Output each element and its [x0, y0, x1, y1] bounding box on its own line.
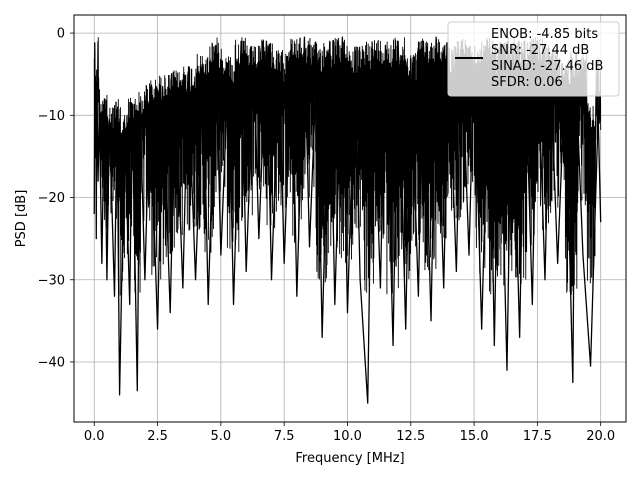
x-tick-label: 0.0 [84, 429, 105, 444]
x-axis-label: Frequency [MHz] [295, 451, 404, 466]
legend-line-sfdr: SFDR: 0.06 [491, 75, 563, 90]
axis-ticks: 0.0 2.5 5.0 7.5 10.0 12.5 15.0 17.5 20.0 0 −10 −20 −… [38, 27, 616, 444]
legend-line-snr: SNR: -27.44 dB [491, 43, 589, 58]
legend-line-sinad: SINAD: -27.46 dB [491, 59, 603, 74]
plot-frame [73, 14, 627, 423]
x-tick-label: 15.0 [460, 429, 489, 444]
y-tick-label: −30 [38, 273, 65, 288]
x-tick-label: 2.5 [147, 429, 168, 444]
y-tick-label: −40 [38, 355, 65, 370]
y-tick-label: −20 [38, 191, 65, 206]
x-tick-label: 17.5 [523, 429, 552, 444]
x-tick-label: 20.0 [586, 429, 615, 444]
x-tick-label: 5.0 [211, 429, 232, 444]
legend: ENOB: -4.85 bits SNR: -27.44 dB SINAD: -… [447, 21, 620, 97]
y-tick-label: −10 [38, 109, 65, 124]
x-tick-label: 10.0 [333, 429, 362, 444]
legend-box [447, 21, 620, 97]
x-tick-label: 12.5 [396, 429, 425, 444]
y-tick-label: 0 [57, 27, 65, 42]
y-axis-label: PSD [dB] [14, 190, 29, 248]
x-tick-label: 7.5 [274, 429, 295, 444]
legend-line-enob: ENOB: -4.85 bits [491, 27, 598, 42]
